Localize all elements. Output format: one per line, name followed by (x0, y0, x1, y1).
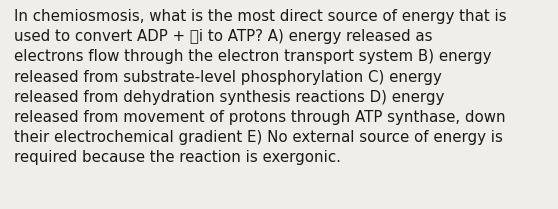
Text: In chemiosmosis, what is the most direct source of energy that is
used to conver: In chemiosmosis, what is the most direct… (14, 9, 507, 165)
